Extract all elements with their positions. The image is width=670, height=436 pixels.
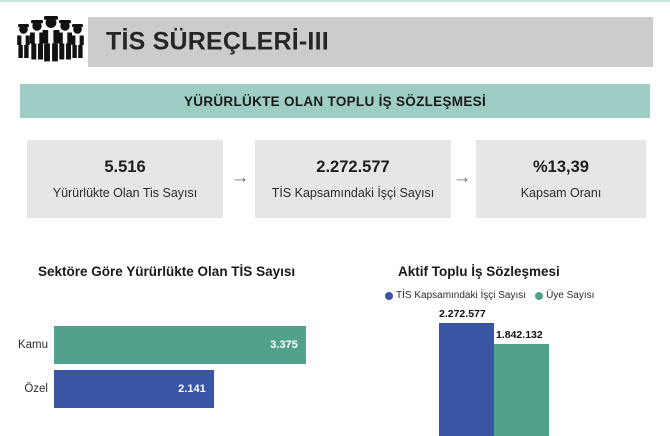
stat-card-label: Yürürlükte Olan Tis Sayısı: [52, 186, 198, 200]
stat-card-value: %13,39: [533, 158, 589, 176]
section-banner-text: YÜRÜRLÜKTE OLAN TOPLU İŞ SÖZLEŞMESİ: [183, 93, 486, 109]
page-title: TİS SÜREÇLERİ-III: [106, 27, 329, 56]
bar-track: 3.375: [54, 326, 330, 364]
stat-card-label: TİS Kapsamındaki İşçi Sayısı: [271, 186, 435, 200]
chart-legend: TİS Kapsamındaki İşçi Sayısı Üye Sayısı: [385, 290, 594, 301]
bar-value-label: 2.141: [178, 383, 206, 395]
stat-card-coverage-rate: %13,39 Kapsam Oranı: [476, 140, 646, 218]
legend-label: TİS Kapsamındaki İşçi Sayısı: [396, 290, 527, 301]
stat-card-value: 2.272.577: [316, 158, 390, 176]
workers-group-icon: [14, 12, 86, 66]
stat-cards-row: 5.516 Yürürlükte Olan Tis Sayısı → 2.272…: [0, 140, 670, 220]
bar-fill-ozel: 2.141: [54, 370, 214, 408]
top-accent-rule: [0, 0, 670, 2]
stat-card-active-agreements: 5.516 Yürürlükte Olan Tis Sayısı: [27, 140, 223, 218]
chart-title: Sektöre Göre Yürürlükte Olan TİS Sayısı: [38, 264, 296, 279]
bar-fill-members: [494, 344, 549, 436]
bar-fill-covered-workers: [439, 322, 494, 436]
bar-value-label: 2.272.577: [439, 307, 486, 320]
header-title-bar: TİS SÜREÇLERİ-III: [88, 17, 653, 67]
chart-sector-agreements: Sektöre Göre Yürürlükte Olan TİS Sayısı …: [0, 258, 340, 436]
stat-card-covered-workers: 2.272.577 TİS Kapsamındaki İşçi Sayısı: [255, 140, 451, 218]
chart-active-agreement: Aktif Toplu İş Sözleşmesi TİS Kapsamında…: [380, 258, 670, 436]
bar-category-label: Kamu: [17, 339, 48, 351]
chart-title: Aktif Toplu İş Sözleşmesi: [398, 264, 560, 279]
legend-swatch-icon: [535, 291, 544, 300]
bar-plot-area: 2.272.577 1.842.132: [432, 308, 612, 436]
legend-item-members: Üye Sayısı: [535, 290, 594, 301]
legend-item-covered-workers: TİS Kapsamındaki İşçi Sayısı: [385, 290, 526, 301]
arrow-right-icon: →: [230, 167, 250, 188]
bar-category-label: Özel: [24, 383, 48, 395]
bar-track: 2.141: [54, 370, 330, 408]
page-header: TİS SÜREÇLERİ-III: [0, 4, 670, 74]
stat-card-value: 5.516: [104, 158, 146, 176]
legend-swatch-icon: [385, 291, 393, 300]
stat-card-label: Kapsam Oranı: [520, 186, 602, 200]
bar-fill-kamu: 3.375: [54, 326, 306, 364]
arrow-right-icon: →: [452, 167, 472, 188]
bar-value-label: 3.375: [270, 339, 298, 351]
legend-label: Üye Sayısı: [546, 290, 595, 301]
section-banner: YÜRÜRLÜKTE OLAN TOPLU İŞ SÖZLEŞMESİ: [20, 84, 650, 118]
bar-value-label: 1.842.132: [496, 329, 543, 342]
